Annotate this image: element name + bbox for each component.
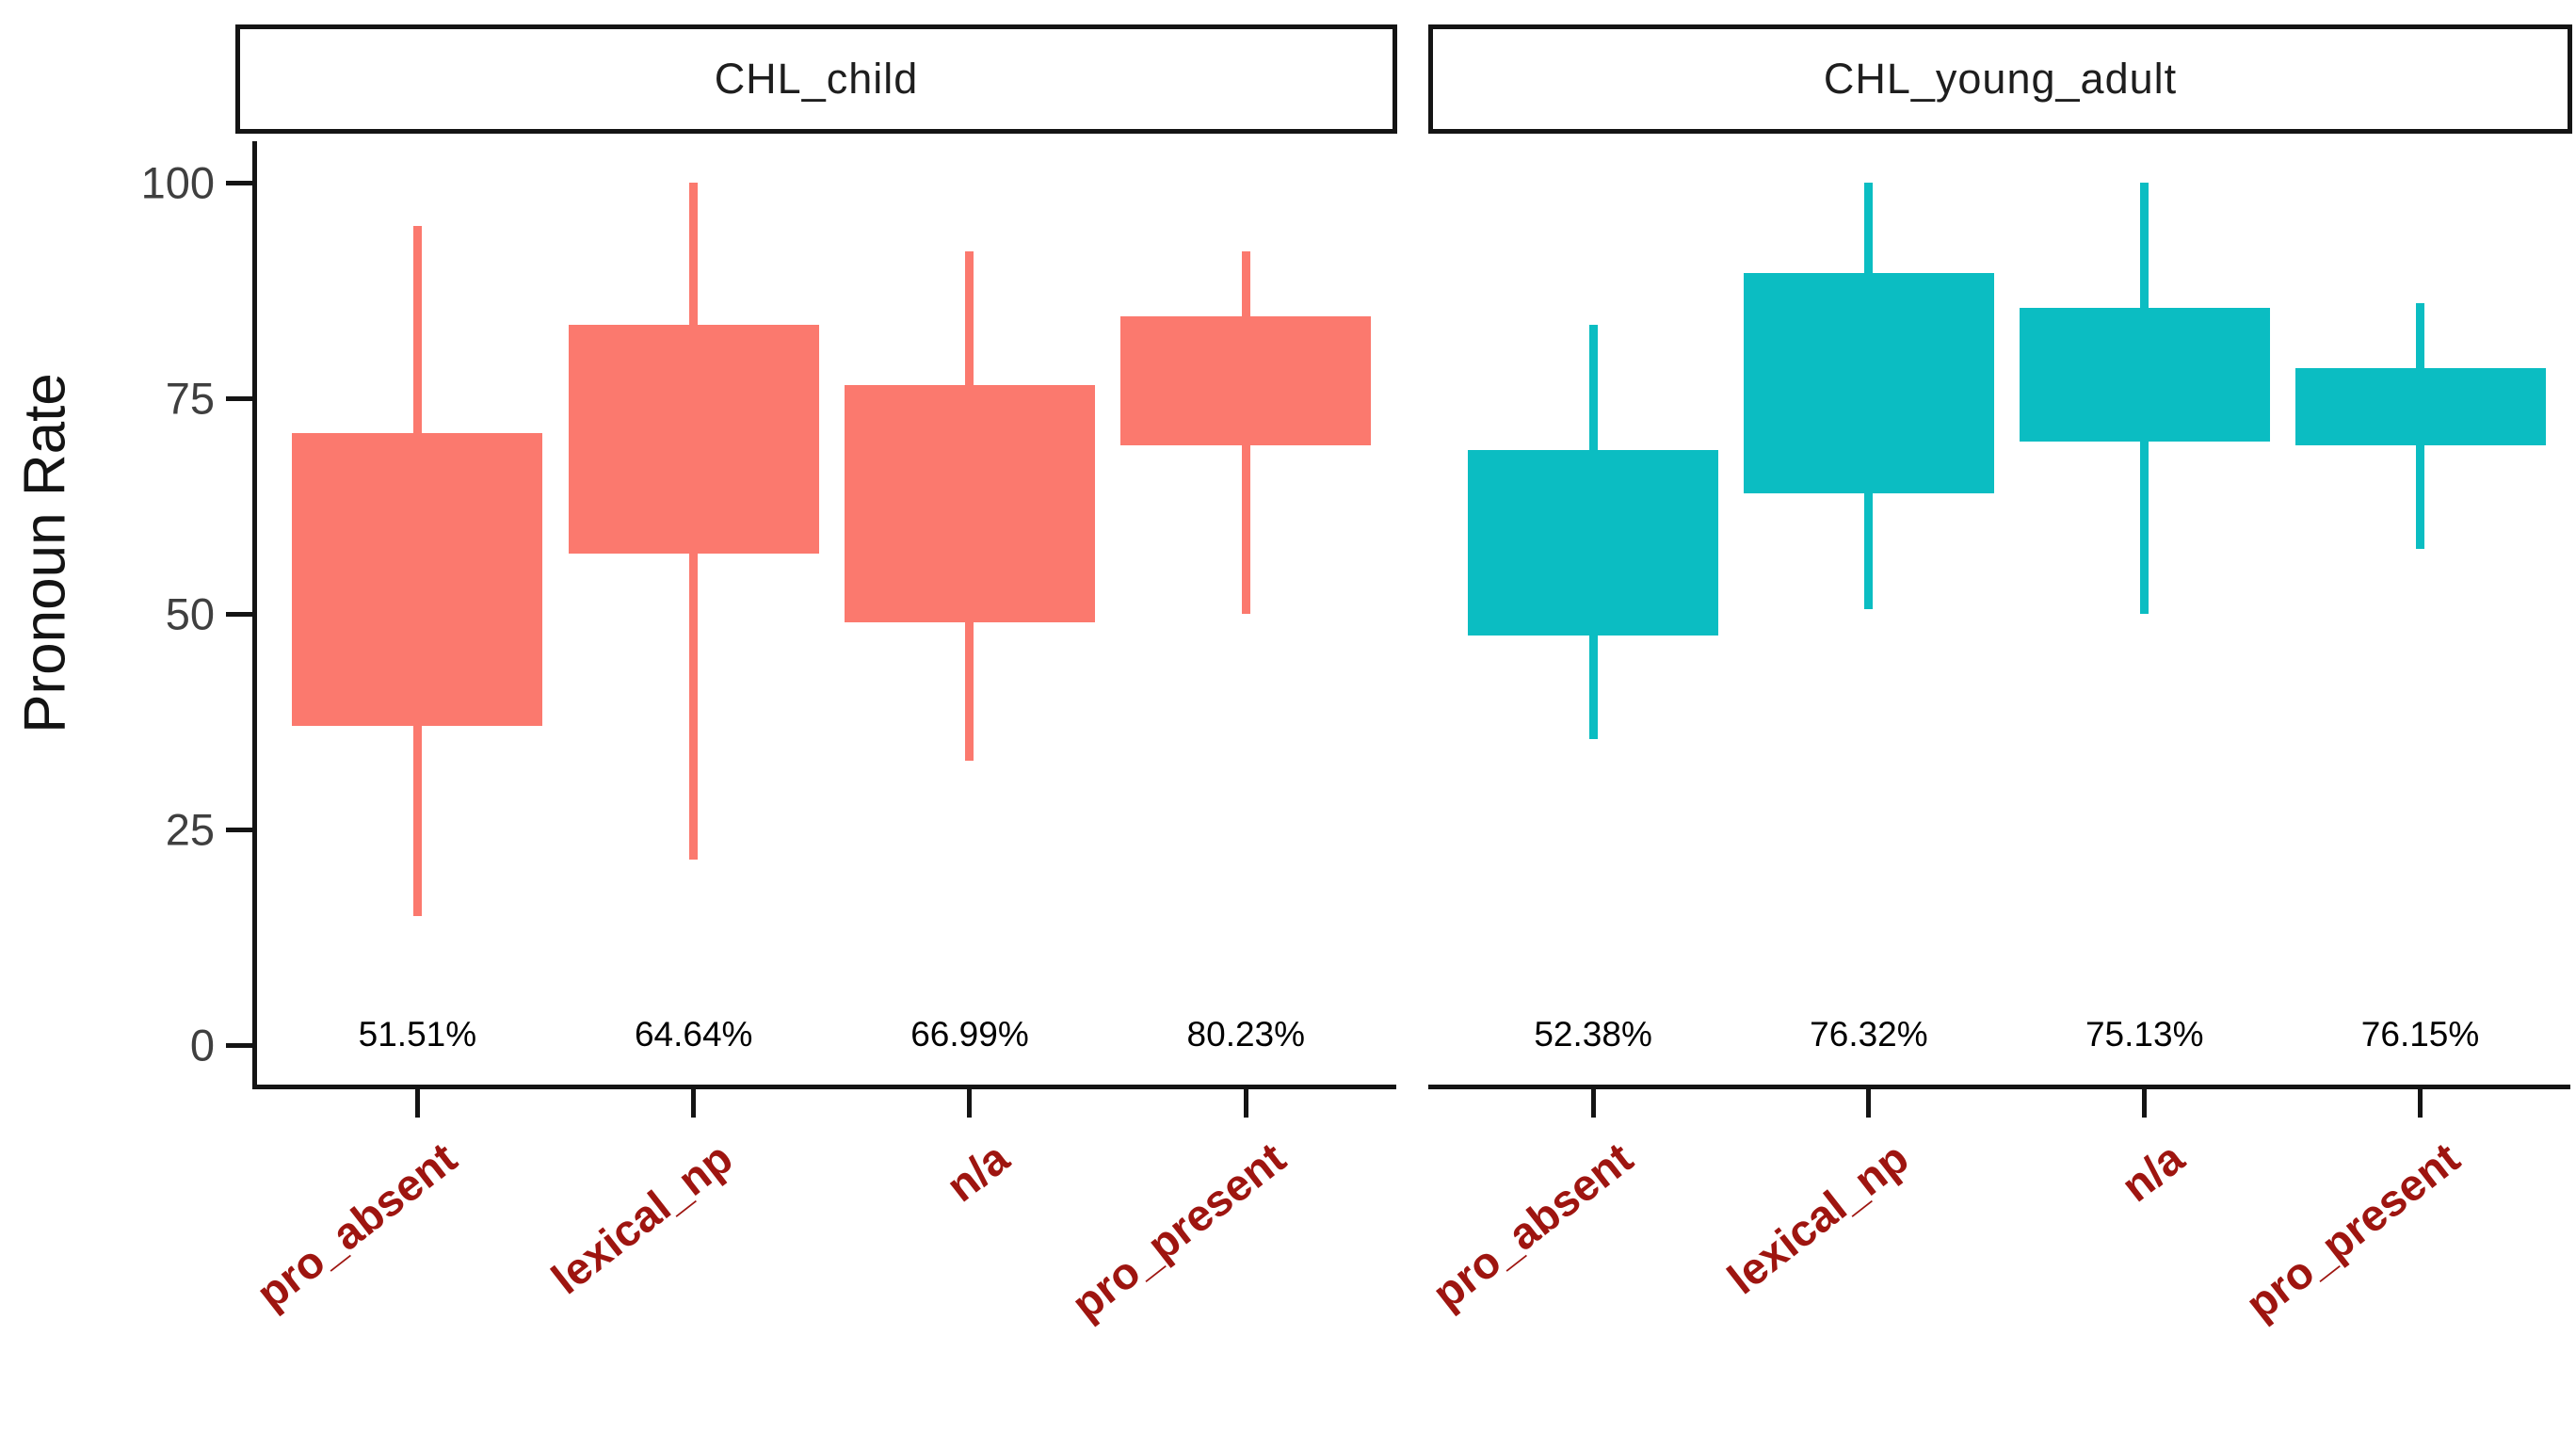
y-tick-mark xyxy=(226,396,252,401)
x-category-label: n/a xyxy=(937,1132,1019,1212)
percent-label: 51.51% xyxy=(358,1015,477,1054)
x-axis-line xyxy=(1428,1085,2570,1089)
box-rect xyxy=(1468,449,1719,636)
percent-label: 80.23% xyxy=(1186,1015,1306,1054)
y-tick-label: 100 xyxy=(140,157,215,208)
percent-label: 64.64% xyxy=(634,1015,753,1054)
percent-label: 76.32% xyxy=(1810,1015,1928,1054)
y-tick-mark xyxy=(226,612,252,617)
box-rect xyxy=(844,385,1095,623)
facet-strip-young-adult: CHL_young_adult xyxy=(1428,24,2572,134)
y-tick-label: 75 xyxy=(165,373,215,424)
x-tick-mark xyxy=(967,1089,973,1118)
facet-strip-young-adult-label: CHL_young_adult xyxy=(1823,55,2178,103)
box-rect xyxy=(292,432,543,727)
x-tick-mark xyxy=(1243,1089,1248,1118)
facet-strip-child-label: CHL_child xyxy=(714,55,919,103)
percent-label: 75.13% xyxy=(2085,1015,2204,1054)
y-tick-mark xyxy=(226,1043,252,1048)
x-tick-mark xyxy=(691,1089,697,1118)
box-rect xyxy=(1120,315,1372,446)
x-category-label: pro_absent xyxy=(247,1132,466,1319)
y-tick-mark xyxy=(226,828,252,832)
y-axis-title: Pronoun Rate xyxy=(12,373,78,733)
x-category-label: lexical_np xyxy=(542,1132,742,1304)
x-category-label: pro_present xyxy=(2236,1132,2469,1329)
box-rect xyxy=(1743,273,1994,493)
x-category-label: pro_present xyxy=(1061,1132,1295,1329)
x-tick-mark xyxy=(2418,1089,2423,1118)
x-tick-mark xyxy=(1590,1089,1596,1118)
percent-label: 76.15% xyxy=(2360,1015,2480,1054)
percent-label: 52.38% xyxy=(1534,1015,1652,1054)
x-category-label: lexical_np xyxy=(1717,1132,1918,1304)
y-tick-mark xyxy=(226,181,252,185)
x-category-label: n/a xyxy=(2111,1132,2193,1212)
y-tick-label: 50 xyxy=(165,588,215,639)
x-axis-line xyxy=(252,1085,1396,1089)
percent-label: 66.99% xyxy=(910,1015,1029,1054)
y-tick-label: 25 xyxy=(165,804,215,855)
x-tick-mark xyxy=(2142,1089,2148,1118)
box-rect xyxy=(2019,307,2270,442)
box-rect xyxy=(568,325,819,554)
box-rect xyxy=(2294,367,2546,446)
x-tick-mark xyxy=(1866,1089,1872,1118)
facet-strip-child: CHL_child xyxy=(235,24,1397,134)
y-axis-line xyxy=(252,141,257,1089)
x-tick-mark xyxy=(414,1089,420,1118)
x-category-label: pro_absent xyxy=(1423,1132,1642,1319)
y-tick-label: 0 xyxy=(189,1020,215,1070)
